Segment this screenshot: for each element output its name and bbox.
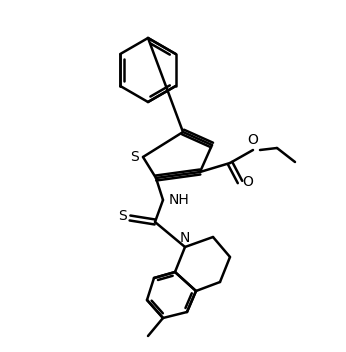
- Text: O: O: [242, 175, 253, 189]
- Text: NH: NH: [169, 193, 190, 207]
- Text: N: N: [180, 231, 190, 245]
- Text: S: S: [130, 150, 139, 164]
- Text: O: O: [247, 133, 258, 147]
- Text: S: S: [118, 209, 127, 223]
